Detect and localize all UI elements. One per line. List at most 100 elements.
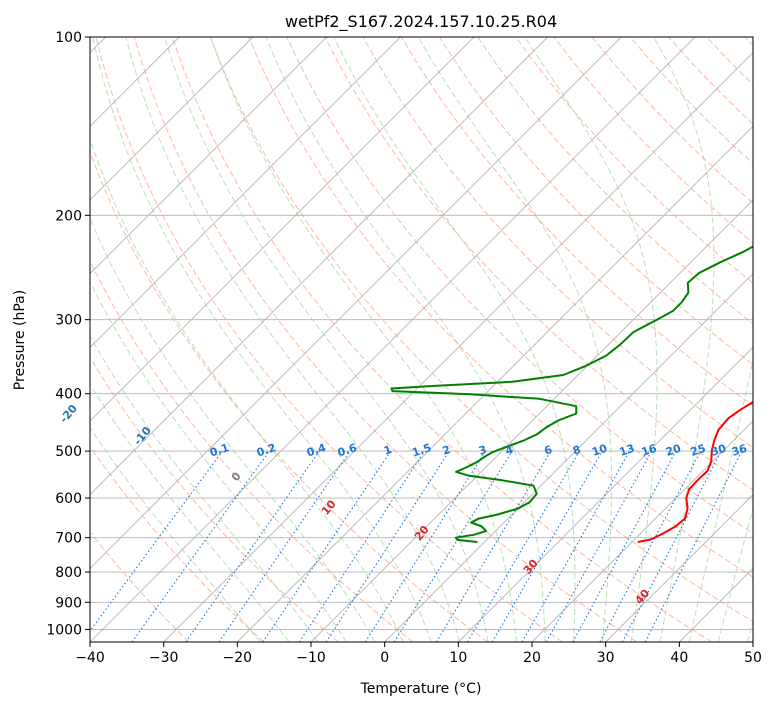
dry-adiabat-line [438, 37, 753, 366]
mixing-ratio-line [393, 450, 513, 642]
mixing-ratio-line [364, 450, 486, 642]
isotherm-line [90, 37, 327, 275]
isotherm-line [90, 37, 548, 496]
mixing-ratio-label: 25 [689, 442, 708, 459]
mixing-ratio-line [185, 450, 320, 642]
x-tick-label: 0 [380, 650, 389, 666]
isotherm-line [90, 37, 622, 569]
isotherm-line [163, 52, 753, 642]
dry-adiabat-line [210, 37, 753, 623]
dewpoint-trace [390, 245, 753, 543]
x-tick-label: −20 [223, 650, 253, 666]
mixing-ratio-label: 36 [730, 442, 749, 459]
x-tick-label: 40 [670, 650, 688, 666]
moist-adiabat-line [164, 37, 489, 642]
x-tick-label: −10 [296, 650, 326, 666]
y-tick-label: 100 [55, 30, 82, 46]
mixing-ratio-label: 0.4 [305, 441, 328, 459]
mixing-ratio-line [572, 450, 677, 642]
isotherm-line [384, 273, 753, 642]
mixing-ratio-label: 4 [504, 443, 516, 458]
y-tick-label: 1000 [46, 622, 82, 638]
dry-adiabat-line [95, 37, 563, 642]
dry-adiabat-line [90, 531, 190, 642]
moist-adiabat-line [688, 358, 753, 642]
moist-adiabat-line [210, 37, 517, 642]
moist-adiabat-line [524, 37, 658, 642]
dry-adiabat-line [400, 37, 753, 407]
mixing-ratio-label: 1.5 [410, 441, 433, 459]
moist-adiabat-line [90, 217, 376, 642]
mixing-ratio-line [435, 450, 552, 642]
mixing-ratio-line [521, 450, 630, 642]
mixing-ratio-line [325, 450, 450, 642]
mixing-ratio-label: 13 [618, 442, 637, 459]
dry-adiabat-line [90, 356, 339, 642]
mixing-ratio-label: 0.6 [336, 441, 359, 459]
y-tick-label: 200 [55, 208, 82, 224]
mixing-ratio-line [218, 450, 351, 642]
y-tick-label: 900 [55, 595, 82, 611]
isotherm-line [605, 494, 753, 642]
dry-adiabat-line [248, 37, 753, 578]
mixing-ratio-label: 6 [543, 443, 555, 458]
dry-adiabat-line [171, 37, 712, 642]
plot-frame [89, 36, 754, 643]
x-tick-label: 50 [744, 650, 762, 666]
x-tick-label: 20 [523, 650, 541, 666]
dry-adiabat-line [515, 37, 753, 284]
y-tick-label: 700 [55, 531, 82, 547]
isotherm-line [310, 199, 753, 642]
mixing-ratio-label: 10 [590, 442, 609, 459]
isotherm-line [90, 37, 696, 642]
moist-adiabat-line [92, 37, 432, 642]
moist-adiabat-line [90, 426, 261, 642]
isotherm-line [90, 37, 254, 201]
mixing-ratio-label: 1 [382, 443, 393, 458]
x-tick-label: 30 [597, 650, 615, 666]
y-tick-label: 800 [55, 565, 82, 581]
moist-adiabat-line [125, 37, 461, 642]
x-tick-label: 10 [449, 650, 467, 666]
background-grid [90, 37, 753, 642]
mixing-ratio-label: 30 [709, 442, 728, 459]
mixing-ratio-label: 16 [640, 442, 659, 459]
profile-traces [390, 245, 753, 543]
isotherm-line [458, 346, 753, 642]
x-tick-label: −30 [149, 650, 179, 666]
moist-adiabat-line [333, 37, 576, 642]
moist-adiabat-line [265, 37, 546, 642]
mixing-ratio-line [545, 450, 653, 642]
isotherm-line [90, 37, 401, 348]
isotherm-line [531, 420, 753, 642]
in-plot-labels: 0.10.20.40.611.52346810131620253036-100-… [0, 367, 749, 607]
axes: −40 −30 −20 −10 0 10 20 30 40 5010020030040050060… [46, 30, 762, 666]
mixing-ratio-label: 8 [571, 443, 582, 458]
y-tick-label: 500 [55, 444, 82, 460]
moist-adiabat-line [90, 383, 290, 642]
y-tick-label: 300 [55, 313, 82, 329]
mixing-ratio-label: 0.1 [208, 441, 231, 459]
mixing-ratio-label: 2 [441, 443, 452, 458]
x-tick-label: −40 [75, 650, 105, 666]
moist-adiabat-line [417, 37, 612, 642]
dry-adiabat-line [90, 445, 264, 642]
mixing-ratio-label: 20 [664, 442, 683, 459]
mixing-ratio-label: 0.2 [255, 441, 278, 459]
mixing-ratio-line [491, 450, 603, 642]
y-axis-label: Pressure (hPa) [12, 290, 28, 390]
moist-adiabat-line [90, 280, 347, 642]
x-axis-label: Temperature (°C) [360, 681, 482, 697]
dry-adiabat-line [90, 150, 488, 642]
mixing-ratio-label: 3 [477, 443, 488, 458]
mixing-ratio-line [467, 450, 580, 642]
temperature-trace [637, 400, 753, 543]
y-tick-label: 400 [55, 387, 82, 403]
isotherm-line [90, 37, 475, 422]
moist-adiabat-line [90, 137, 404, 642]
isotherm-line [237, 125, 753, 642]
y-tick-label: 600 [55, 491, 82, 507]
moist-adiabat-line [653, 37, 715, 642]
moist-adiabat-line [90, 335, 319, 642]
